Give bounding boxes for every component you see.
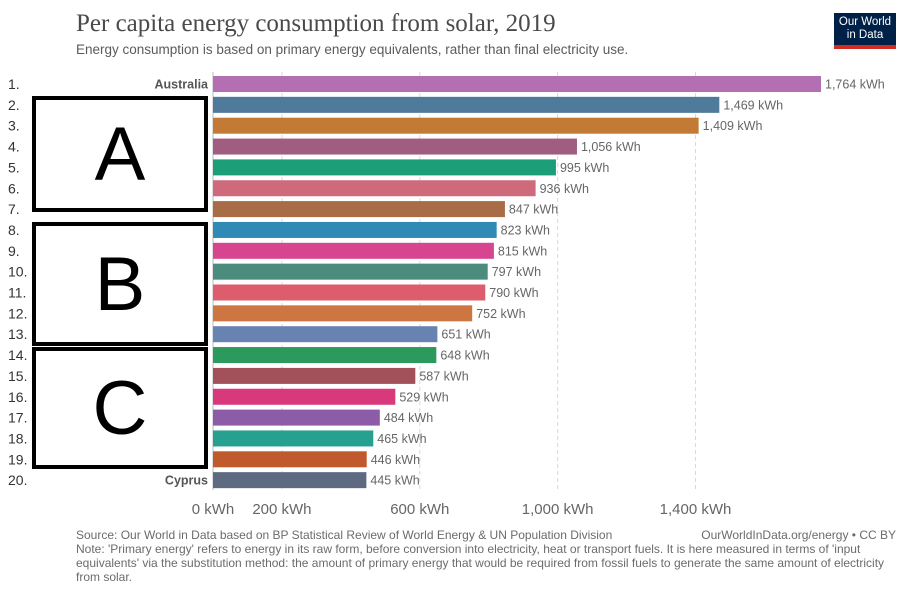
owid-logo[interactable]: Our World in Data bbox=[834, 13, 896, 49]
rank-label: 18. bbox=[8, 430, 27, 446]
value-label: 1,056 kWh bbox=[581, 140, 641, 154]
rank-label: 13. bbox=[8, 326, 27, 342]
logo-line-1: Our World bbox=[838, 16, 892, 28]
source-text: Source: Our World in Data based on BP St… bbox=[76, 528, 613, 542]
value-label: 1,469 kWh bbox=[723, 98, 783, 112]
value-label: 797 kWh bbox=[492, 265, 541, 279]
overlay-box-c: C bbox=[32, 347, 208, 469]
value-label: 815 kWh bbox=[498, 244, 547, 258]
bar bbox=[213, 76, 821, 92]
rank-label: 4. bbox=[8, 139, 20, 155]
overlay-label-a: A bbox=[94, 111, 146, 197]
bar bbox=[213, 472, 367, 489]
x-tick-label: 0 kWh bbox=[192, 501, 235, 518]
overlay-label-c: C bbox=[92, 365, 148, 451]
bar-chart: 0 kWh 200 kWh 600 kWh 1,000 kWh 1,400 kWh 1. A… bbox=[8, 72, 885, 518]
value-label: 651 kWh bbox=[441, 328, 490, 342]
bar bbox=[213, 221, 497, 238]
credit-link[interactable]: OurWorldInData.org/energy • CC BY bbox=[701, 528, 896, 542]
rank-label: 3. bbox=[8, 118, 20, 134]
rank-label: 8. bbox=[8, 222, 20, 238]
logo-line-2: in Data bbox=[846, 29, 884, 41]
x-tick-label: 1,000 kWh bbox=[522, 501, 594, 518]
rank-label: 14. bbox=[8, 347, 27, 363]
x-tick-label: 1,400 kWh bbox=[660, 501, 732, 518]
value-label: 648 kWh bbox=[440, 349, 489, 363]
bar bbox=[213, 96, 720, 113]
overlay-label-b: B bbox=[94, 241, 146, 327]
rank-label: 20. bbox=[8, 472, 27, 488]
value-label: 484 kWh bbox=[384, 411, 433, 425]
bar bbox=[213, 409, 380, 426]
rank-label: 10. bbox=[8, 264, 27, 280]
bar bbox=[213, 180, 536, 197]
bar bbox=[213, 117, 699, 134]
rank-label: 17. bbox=[8, 410, 27, 426]
value-label: 1,409 kWh bbox=[703, 119, 763, 133]
x-tick-label: 200 kWh bbox=[252, 501, 311, 518]
rank-label: 5. bbox=[8, 159, 20, 175]
value-label: 446 kWh bbox=[371, 453, 420, 467]
value-label: 587 kWh bbox=[419, 369, 468, 383]
overlay-box-b: B bbox=[32, 222, 208, 346]
rank-label: 11. bbox=[8, 285, 26, 301]
rank-label: 12. bbox=[8, 305, 27, 321]
category-label: Cyprus bbox=[165, 474, 208, 488]
bar bbox=[213, 305, 473, 322]
rank-label: 1. bbox=[8, 76, 20, 92]
chart-footer: Source: Our World in Data based on BP St… bbox=[76, 528, 896, 584]
bar bbox=[213, 367, 416, 384]
bar bbox=[213, 242, 494, 259]
bar bbox=[213, 430, 374, 447]
rank-label: 7. bbox=[8, 201, 20, 217]
rank-label: 9. bbox=[8, 243, 20, 259]
value-label: 752 kWh bbox=[476, 307, 525, 321]
value-label: 790 kWh bbox=[489, 286, 538, 300]
chart-title: Per capita energy consumption from solar… bbox=[76, 10, 556, 37]
value-label: 847 kWh bbox=[509, 203, 558, 217]
value-label: 995 kWh bbox=[560, 161, 609, 175]
note-text: Note: 'Primary energy' refers to energy … bbox=[76, 542, 885, 584]
bar bbox=[213, 451, 367, 468]
overlay-box-a: A bbox=[32, 96, 208, 212]
rank-label: 2. bbox=[8, 97, 20, 113]
bar bbox=[213, 263, 488, 280]
rank-label: 19. bbox=[8, 451, 27, 467]
value-label: 936 kWh bbox=[540, 182, 589, 196]
value-label: 1,764 kWh bbox=[825, 78, 885, 92]
value-label: 529 kWh bbox=[399, 390, 448, 404]
rank-label: 6. bbox=[8, 180, 20, 196]
value-label: 445 kWh bbox=[370, 474, 419, 488]
rank-label: 15. bbox=[8, 368, 27, 384]
bar bbox=[213, 138, 577, 155]
rank-label: 16. bbox=[8, 389, 27, 405]
category-label: Australia bbox=[155, 78, 210, 92]
value-label: 823 kWh bbox=[501, 223, 550, 237]
bar bbox=[213, 347, 437, 364]
chart-subtitle: Energy consumption is based on primary e… bbox=[76, 42, 629, 57]
bar bbox=[213, 388, 396, 405]
x-tick-label: 600 kWh bbox=[390, 501, 449, 518]
bar bbox=[213, 284, 486, 301]
bar bbox=[213, 201, 505, 218]
bar bbox=[213, 159, 556, 176]
value-label: 465 kWh bbox=[377, 432, 426, 446]
bar bbox=[213, 326, 438, 343]
